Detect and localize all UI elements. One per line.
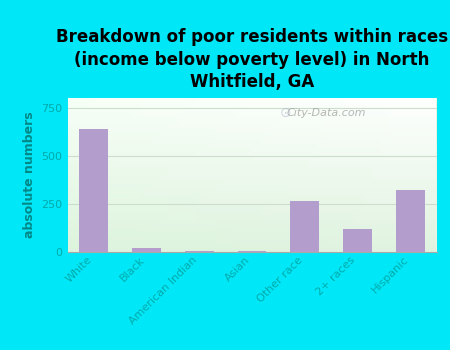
Bar [187, 98, 197, 252]
Bar [68, 160, 436, 163]
Y-axis label: absolute numbers: absolute numbers [23, 112, 36, 238]
Bar [290, 201, 319, 252]
Bar [68, 202, 436, 206]
Bar [317, 98, 326, 252]
Bar [68, 248, 436, 252]
Title: Breakdown of poor residents within races
(income below poverty level) in North
W: Breakdown of poor residents within races… [56, 28, 448, 91]
Bar [68, 217, 436, 221]
Bar [113, 98, 123, 252]
Bar [68, 113, 436, 117]
Bar [68, 187, 436, 190]
Bar [215, 98, 225, 252]
Bar [68, 98, 436, 102]
Bar [76, 98, 86, 252]
Bar [68, 110, 436, 113]
Bar [68, 102, 436, 106]
Bar [400, 98, 409, 252]
Bar [68, 129, 436, 133]
Bar [132, 248, 161, 252]
Bar [68, 121, 436, 125]
Bar [68, 133, 436, 136]
Bar [335, 98, 344, 252]
Bar [307, 98, 316, 252]
Bar [396, 190, 425, 252]
Bar [68, 233, 436, 237]
Bar [68, 175, 436, 179]
Bar [68, 237, 436, 240]
Bar [68, 163, 436, 167]
Bar [68, 136, 436, 140]
Bar [238, 251, 266, 252]
Bar [363, 98, 372, 252]
Bar [123, 98, 132, 252]
Bar [68, 221, 436, 225]
Bar [104, 98, 113, 252]
Bar [353, 98, 363, 252]
Bar [68, 214, 436, 217]
Bar [68, 198, 436, 202]
Bar [68, 140, 436, 144]
Bar [234, 98, 243, 252]
Bar [68, 194, 436, 198]
Bar [68, 229, 436, 233]
Bar [68, 117, 436, 121]
Bar [68, 156, 436, 160]
Bar [68, 225, 436, 229]
Bar [270, 98, 280, 252]
Bar [68, 167, 436, 171]
Text: City-Data.com: City-Data.com [286, 108, 365, 118]
Bar [86, 98, 95, 252]
Bar [344, 98, 354, 252]
Bar [68, 106, 436, 110]
Bar [185, 251, 214, 252]
Bar [68, 98, 76, 252]
Bar [243, 98, 252, 252]
Bar [224, 98, 234, 252]
Bar [197, 98, 206, 252]
Bar [79, 129, 108, 252]
Bar [132, 98, 141, 252]
Bar [381, 98, 390, 252]
Bar [68, 144, 436, 148]
Bar [68, 152, 436, 156]
Bar [391, 98, 400, 252]
Bar [141, 98, 150, 252]
Bar [95, 98, 104, 252]
Bar [289, 98, 298, 252]
Bar [169, 98, 178, 252]
Text: ⊙: ⊙ [279, 106, 291, 120]
Bar [160, 98, 169, 252]
Bar [68, 206, 436, 210]
Bar [68, 183, 436, 187]
Bar [68, 244, 436, 248]
Bar [343, 229, 372, 252]
Bar [372, 98, 381, 252]
Bar [427, 98, 436, 252]
Bar [418, 98, 427, 252]
Bar [150, 98, 160, 252]
Bar [252, 98, 261, 252]
Bar [261, 98, 270, 252]
Bar [178, 98, 187, 252]
Bar [279, 98, 289, 252]
Bar [68, 179, 436, 183]
Bar [326, 98, 335, 252]
Bar [298, 98, 307, 252]
Bar [68, 210, 436, 214]
Bar [68, 171, 436, 175]
Bar [68, 190, 436, 194]
Bar [68, 125, 436, 129]
Bar [68, 148, 436, 152]
Bar [409, 98, 418, 252]
Bar [68, 240, 436, 244]
Bar [206, 98, 215, 252]
